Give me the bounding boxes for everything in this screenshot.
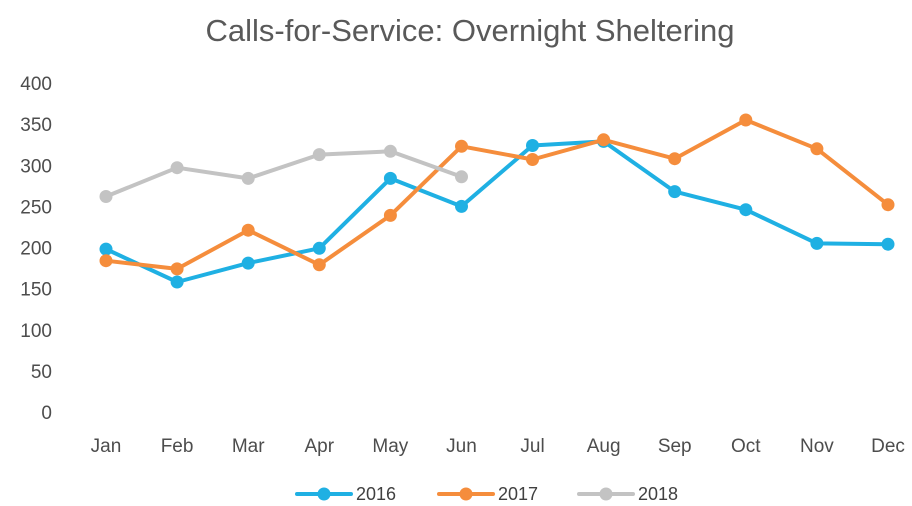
chart-title: Calls-for-Service: Overnight Sheltering: [206, 13, 735, 48]
data-point-2017-apr: [312, 258, 326, 272]
legend-label-2016: 2016: [356, 484, 396, 504]
x-tick-label: Mar: [232, 436, 265, 457]
data-point-2017-jan: [99, 254, 113, 268]
y-tick-label: 200: [20, 239, 52, 260]
x-tick-label: Sep: [658, 436, 692, 457]
legend-item-2016: 2016: [295, 484, 396, 504]
x-axis: Jan Feb Mar Apr May Jun Jul Aug Sep Oct Nov Dec: [91, 436, 905, 457]
y-axis: 0 50 100 150 200 250 300 350 400: [20, 74, 52, 424]
data-point-2016-oct: [739, 203, 753, 217]
series-2017: [99, 113, 895, 276]
data-point-2016-jul: [526, 139, 539, 152]
x-tick-label: Feb: [161, 436, 194, 457]
data-point-2017-mar: [241, 223, 255, 237]
x-tick-label: Nov: [800, 436, 834, 457]
data-point-2016-feb: [170, 275, 184, 289]
data-point-2016-apr: [312, 241, 326, 255]
data-point-2016-sep: [668, 185, 682, 199]
y-tick-label: 300: [20, 156, 52, 177]
data-point-2017-feb: [170, 262, 184, 276]
legend-marker-2016: [317, 487, 331, 501]
plot-area: [99, 113, 895, 289]
data-point-2017-oct: [739, 113, 753, 127]
y-tick-label: 100: [20, 321, 52, 342]
data-point-2017-nov: [810, 142, 824, 156]
series-line-2017: [104, 118, 890, 271]
data-point-2016-dec: [881, 237, 895, 251]
data-point-2016-jan: [99, 242, 113, 256]
y-tick-label: 50: [31, 362, 52, 383]
data-point-2018-apr: [312, 148, 326, 162]
x-tick-label: Apr: [304, 436, 334, 457]
data-point-2017-dec: [881, 198, 895, 212]
x-tick-label: Jan: [91, 436, 122, 457]
x-tick-label: Jul: [520, 436, 544, 457]
series-line-2016: [104, 139, 890, 284]
legend-label-2017: 2017: [498, 484, 538, 504]
data-point-2018-mar: [241, 171, 255, 185]
legend-marker-2018: [599, 487, 613, 501]
data-point-2017-aug: [597, 133, 611, 147]
data-point-2016-may: [383, 171, 397, 185]
legend: 2016 2017 2018: [295, 484, 678, 504]
legend-label-2018: 2018: [638, 484, 678, 504]
legend-item-2018: 2018: [577, 484, 678, 504]
y-tick-label: 350: [20, 115, 52, 136]
x-tick-label: Oct: [731, 436, 761, 457]
data-point-2017-jul: [526, 153, 539, 166]
y-tick-label: 250: [20, 197, 52, 218]
data-point-2017-may: [383, 208, 397, 222]
data-point-2017-jun: [455, 139, 468, 153]
data-point-2016-nov: [810, 236, 824, 250]
data-point-2016-mar: [241, 256, 255, 270]
x-tick-label: Jun: [446, 436, 477, 457]
data-point-2017-sep: [668, 152, 682, 166]
data-point-2018-jun: [455, 170, 468, 184]
data-point-2018-feb: [170, 161, 184, 175]
legend-marker-2017: [459, 487, 473, 501]
series-2016: [99, 134, 895, 289]
y-tick-label: 400: [20, 74, 52, 95]
data-point-2018-may: [383, 144, 397, 158]
x-tick-label: May: [372, 436, 408, 457]
x-tick-label: Dec: [871, 436, 905, 457]
y-tick-label: 0: [41, 403, 52, 424]
series-line-2018: [104, 149, 464, 199]
series-2018: [99, 144, 468, 203]
data-point-2018-jan: [99, 190, 113, 203]
x-tick-label: Aug: [587, 436, 621, 457]
data-point-2016-jun: [455, 199, 468, 213]
y-tick-label: 150: [20, 280, 52, 301]
legend-item-2017: 2017: [437, 484, 538, 504]
